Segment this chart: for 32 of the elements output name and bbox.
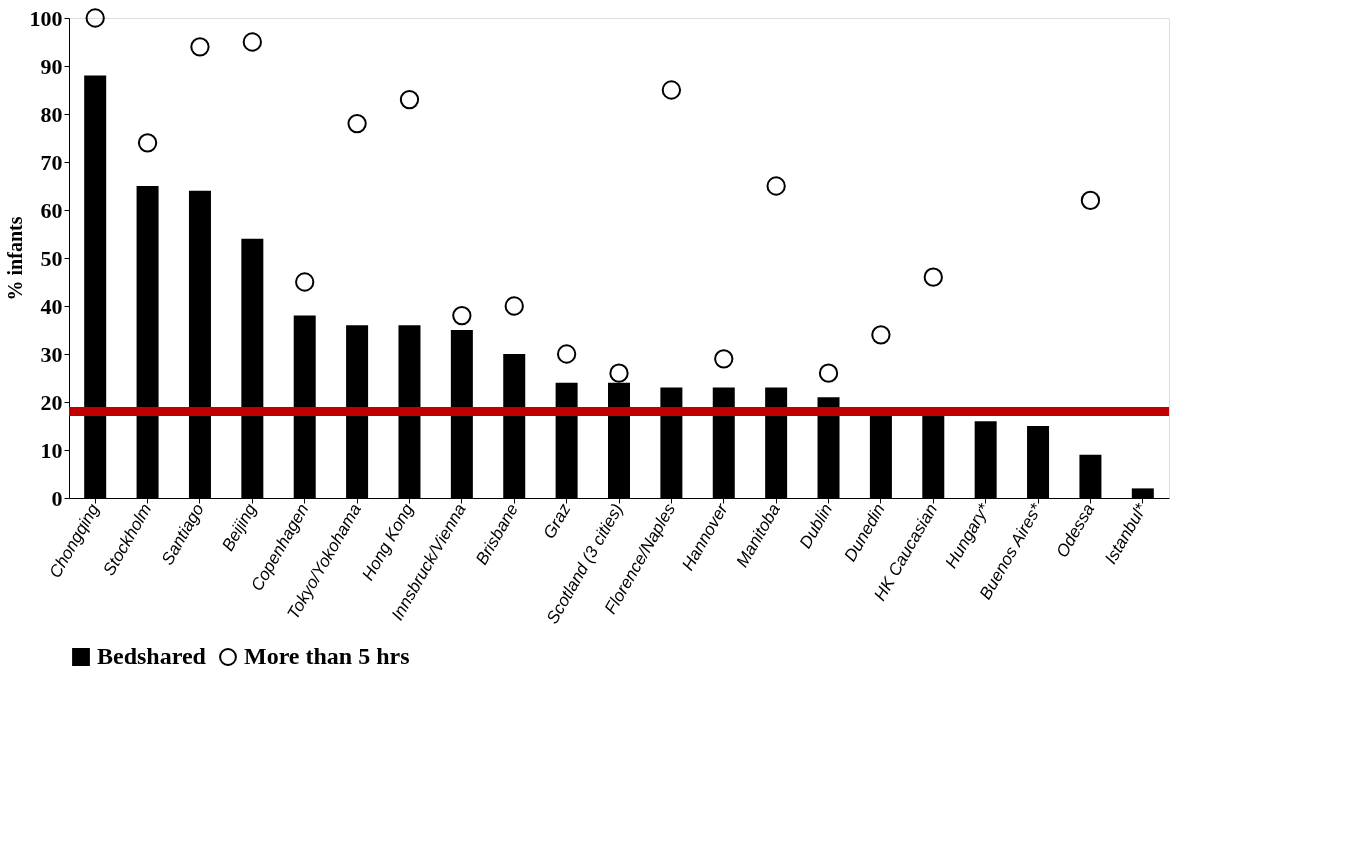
- point: [766, 176, 786, 196]
- point: [871, 325, 891, 345]
- point: [190, 37, 210, 57]
- y-tick-label: 0: [51, 485, 63, 511]
- point: [242, 32, 262, 52]
- legend-label: More than 5 hrs: [244, 643, 410, 669]
- y-tick-label: 50: [40, 245, 63, 271]
- point: [137, 133, 158, 153]
- point: [85, 8, 105, 28]
- point: [714, 349, 734, 369]
- y-tick-label: 20: [40, 389, 63, 415]
- point: [818, 363, 839, 383]
- y-tick-label: 60: [40, 197, 63, 223]
- legend-label: Bedshared: [97, 643, 207, 669]
- point: [556, 344, 577, 364]
- point: [295, 272, 315, 292]
- point: [399, 89, 420, 110]
- point: [504, 296, 524, 316]
- point: [923, 267, 943, 287]
- y-tick-label: 10: [40, 437, 63, 463]
- y-tick-label: 90: [40, 53, 63, 79]
- y-axis-title: % infants: [3, 216, 26, 301]
- y-tick-label: 80: [40, 101, 63, 127]
- point: [1080, 190, 1101, 211]
- point: [661, 80, 682, 100]
- point: [347, 113, 367, 134]
- point: [609, 363, 629, 383]
- y-tick-label: 70: [40, 149, 63, 175]
- point: [452, 305, 472, 326]
- y-tick-label: 100: [29, 5, 63, 31]
- y-tick-label: 30: [40, 341, 63, 367]
- y-tick-label: 40: [40, 293, 63, 319]
